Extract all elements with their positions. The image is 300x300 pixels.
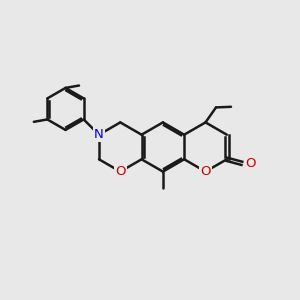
Text: O: O [245,157,256,170]
Text: O: O [200,165,211,178]
Text: N: N [94,128,104,141]
Text: O: O [115,165,125,178]
